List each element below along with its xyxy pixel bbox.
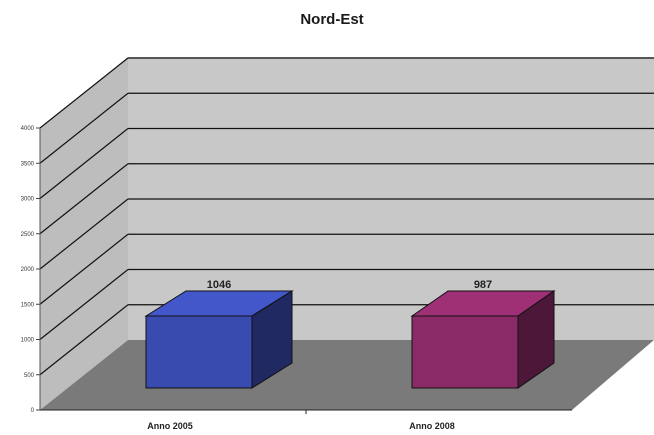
y-tick-label: 1500 <box>21 302 35 308</box>
y-axis-ticks: 0 500 1000 1500 2000 2500 3000 3500 4000 <box>21 126 40 414</box>
y-tick-label: 4000 <box>21 126 35 132</box>
y-tick-label: 3500 <box>21 161 35 167</box>
y-tick-label: 0 <box>31 408 35 414</box>
chart-bars: 1046 987 <box>144 279 556 389</box>
gridline-side <box>39 163 129 235</box>
bar-front-face <box>411 315 519 389</box>
x-axis-labels: Anno 2005 Anno 2008 <box>147 421 455 431</box>
y-tick-label: 2500 <box>21 232 35 238</box>
chart-title: Nord-Est <box>300 11 363 28</box>
y-tick-label: 3000 <box>21 197 35 203</box>
gridline-side <box>39 198 129 270</box>
bar-side-face <box>251 290 293 389</box>
chart-floor <box>40 340 654 410</box>
y-tick-label: 2000 <box>21 267 35 273</box>
y-tick-label: 500 <box>24 373 35 379</box>
gridline-side <box>39 233 129 305</box>
bar-2 <box>410 290 556 389</box>
gridline-side <box>39 269 129 340</box>
bar-data-label: 987 <box>474 279 492 291</box>
bar-1 <box>144 290 294 389</box>
gridline-side <box>39 92 129 164</box>
gridline-side <box>39 57 129 129</box>
bar-front-face <box>145 315 253 389</box>
y-tick-label: 1000 <box>21 338 35 344</box>
bar-data-label: 1046 <box>207 279 231 291</box>
x-category-label: Anno 2008 <box>409 421 455 431</box>
gridline-side <box>39 304 129 376</box>
bar-side-face <box>517 290 555 389</box>
x-category-label: Anno 2005 <box>147 421 193 431</box>
gridline-side <box>39 128 129 199</box>
